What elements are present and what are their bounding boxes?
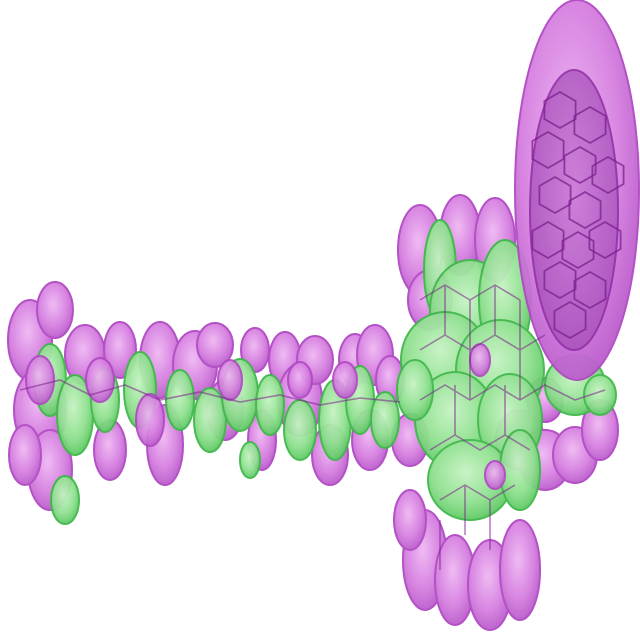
bond-line <box>439 484 516 501</box>
orbital-lobe-green <box>239 441 261 479</box>
bond-line <box>429 434 531 451</box>
fullerene-hexagon <box>553 300 587 340</box>
orbital-lobe-green <box>255 374 285 436</box>
fullerene-hexagon <box>561 230 595 270</box>
fullerene-hexagon <box>531 130 565 170</box>
bond-line <box>19 379 401 406</box>
fullerene-hexagon <box>591 155 625 195</box>
fullerene-hexagon <box>573 105 607 145</box>
fullerene-hexagon <box>588 220 622 260</box>
molecular-bond-lines <box>19 284 606 570</box>
orbital-lobe-magenta <box>8 424 42 486</box>
magenta-phase-lobes-front <box>25 343 506 490</box>
fullerene-hexagon <box>538 175 572 215</box>
orbital-lobe-green <box>370 391 400 449</box>
orbital-lobe-magenta-front <box>332 361 358 399</box>
bond-line <box>419 384 606 401</box>
orbital-lobe-magenta-front <box>25 355 55 405</box>
fullerene-hexagon <box>568 190 602 230</box>
bond-line <box>454 350 521 435</box>
orbital-lobe-green <box>396 359 434 421</box>
bond-line <box>439 485 491 570</box>
orbital-lobe-magenta <box>196 322 234 368</box>
fullerene-cage <box>514 0 640 381</box>
orbital-lobe-green <box>499 429 541 511</box>
orbital-lobe-magenta <box>499 519 541 621</box>
orbital-lobe-magenta-front <box>287 361 313 399</box>
orbital-lobe-green <box>283 399 317 461</box>
orbital-lobe-green <box>50 475 80 525</box>
fullerene-hexagon <box>543 260 577 300</box>
bond-line <box>419 334 546 351</box>
orbital-lobe-magenta-front <box>217 359 243 401</box>
orbital-lobe-magenta <box>36 281 74 339</box>
fullerene-hexagon <box>573 270 607 310</box>
orbital-lobe-green <box>165 369 195 431</box>
bond-line <box>444 285 521 350</box>
fullerene-hexagon <box>543 90 577 130</box>
orbital-lobe-magenta <box>393 489 427 551</box>
fullerene-shell-inner <box>529 69 619 351</box>
fullerene-hexagon <box>563 145 597 185</box>
fullerene-hexagon <box>531 220 565 260</box>
orbital-lobe-magenta-front <box>85 357 115 403</box>
orbital-lobe-green <box>583 374 617 416</box>
orbital-lobe-magenta-front <box>484 460 506 490</box>
orbital-lobe-magenta-front <box>135 393 165 447</box>
